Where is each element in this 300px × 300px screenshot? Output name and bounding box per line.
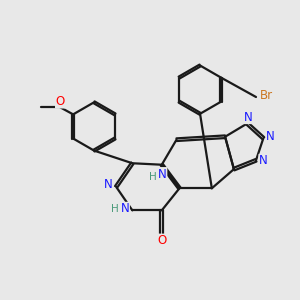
Text: N: N xyxy=(103,178,112,191)
Text: N: N xyxy=(266,130,275,143)
Text: N: N xyxy=(243,110,252,124)
Text: H: H xyxy=(111,204,119,214)
Text: O: O xyxy=(157,234,167,247)
Text: H: H xyxy=(149,172,157,182)
Text: O: O xyxy=(56,95,65,108)
Text: N: N xyxy=(158,168,167,181)
Text: N: N xyxy=(259,154,268,167)
Text: N: N xyxy=(121,202,129,215)
Text: Br: Br xyxy=(260,89,273,102)
